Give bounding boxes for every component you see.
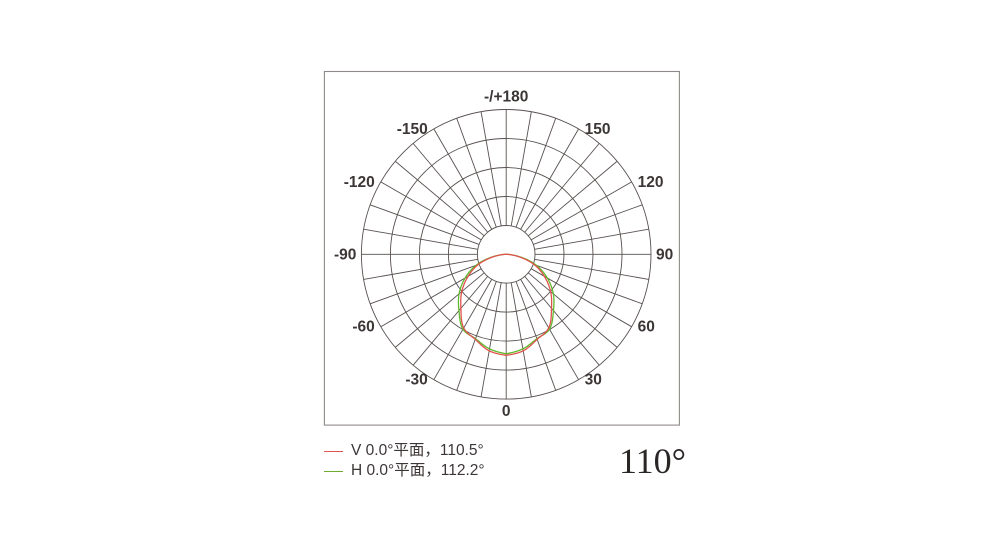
svg-text:150: 150 [585,121,611,138]
svg-text:-60: -60 [352,319,374,336]
svg-text:-120: -120 [344,174,375,191]
svg-text:0: 0 [502,403,511,420]
svg-text:90: 90 [656,246,673,263]
svg-text:120: 120 [638,174,664,191]
svg-text:-150: -150 [397,121,428,138]
svg-text:-/+180: -/+180 [484,89,528,106]
svg-text:-30: -30 [405,372,427,389]
svg-text:-90: -90 [334,246,356,263]
svg-text:30: 30 [585,372,602,389]
svg-text:60: 60 [638,319,655,336]
